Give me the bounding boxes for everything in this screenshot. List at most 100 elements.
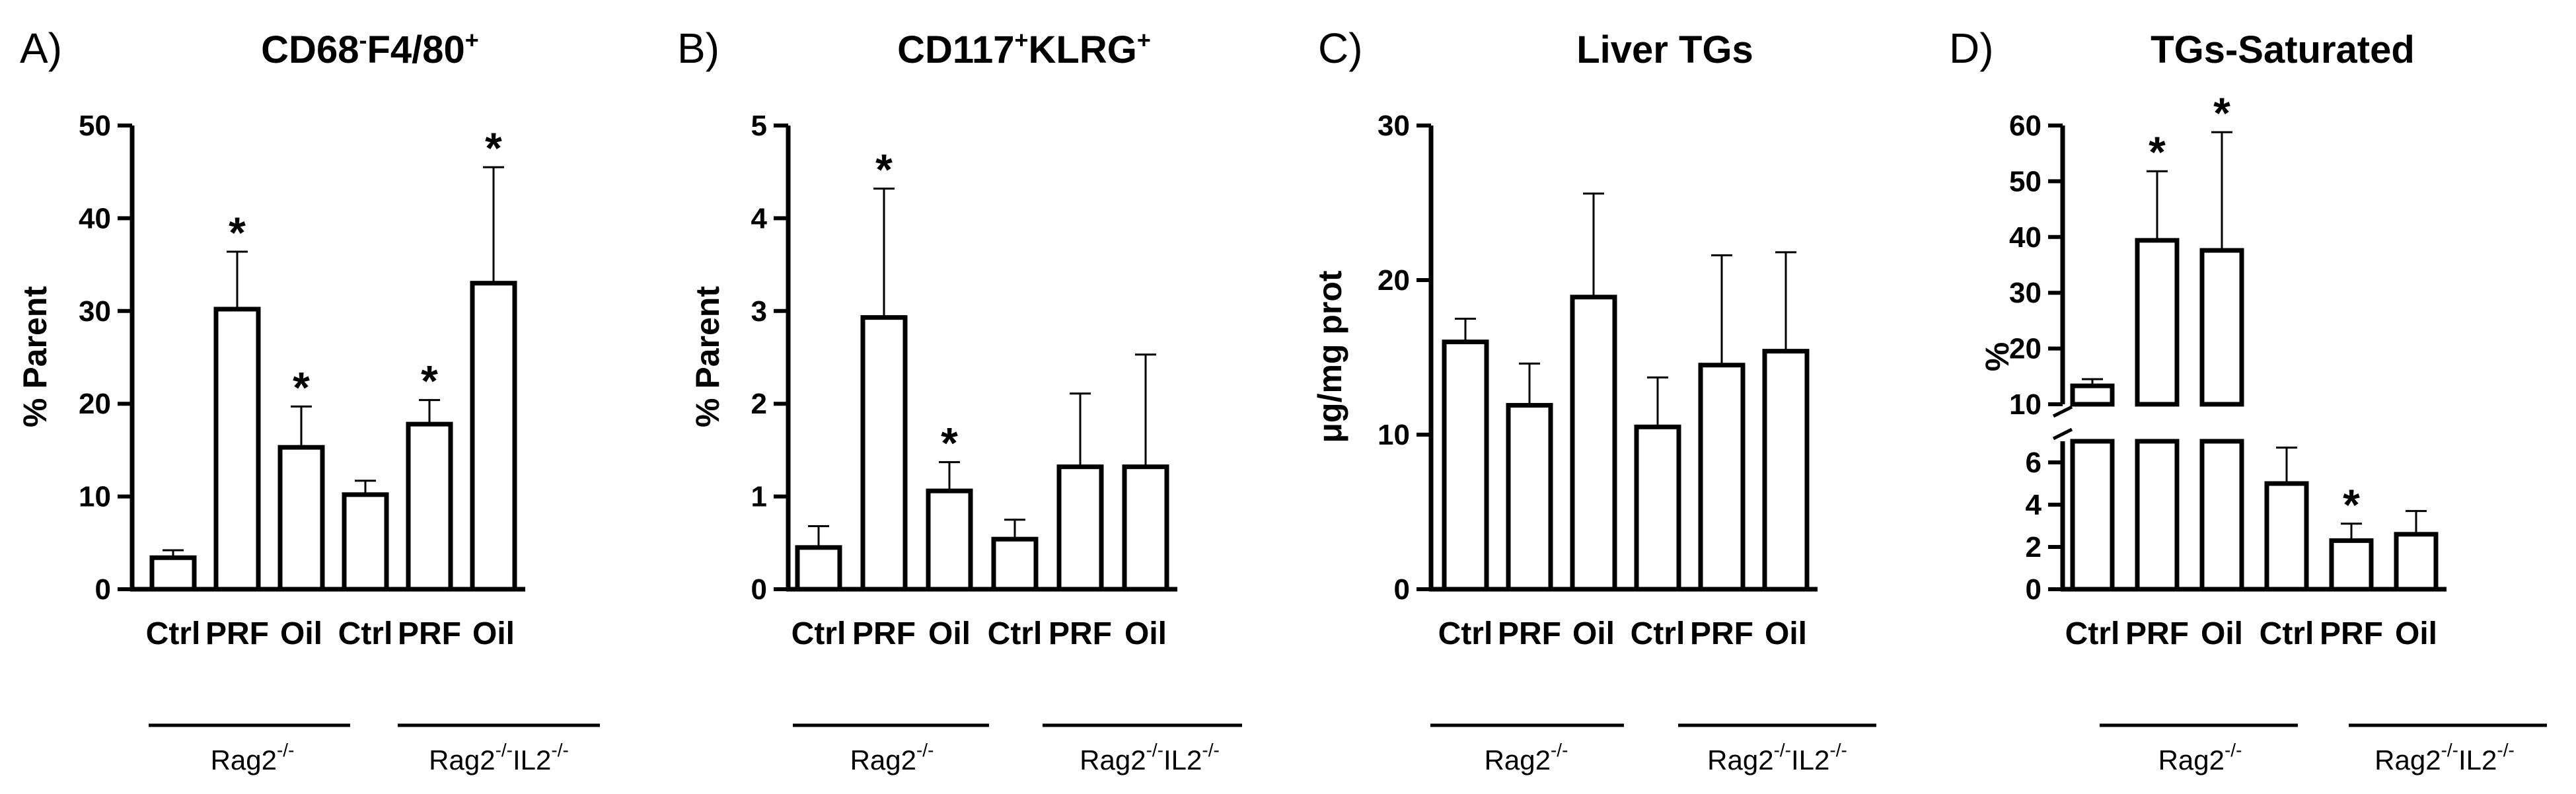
- bar: [1762, 349, 1810, 592]
- axis-break-gap: [2049, 408, 2453, 437]
- group-label: Rag2-/-IL2-/-: [2374, 740, 2515, 776]
- chart-title: CD68-F4/80+: [261, 26, 479, 71]
- chart-title-sup1: -: [359, 26, 367, 54]
- y-tick-label: 20: [79, 388, 111, 420]
- group-label-sup: -/-: [2225, 740, 2242, 760]
- y-tick-label: 4: [2026, 489, 2042, 521]
- chart-title: TGs-Saturated: [2151, 28, 2415, 71]
- category-label: PRF: [398, 616, 461, 651]
- chart-title-sup2: +: [1137, 26, 1151, 54]
- bar: [470, 281, 517, 592]
- y-tick-label: 3: [751, 295, 767, 328]
- chart-title-main: Liver TGs: [1576, 28, 1753, 71]
- y-tick-label: 4: [751, 202, 768, 235]
- category-label: Oil: [928, 616, 971, 651]
- y-tick-label: 2: [751, 388, 767, 420]
- y-tick-label: 10: [79, 481, 111, 513]
- significance-marker: *: [2149, 127, 2166, 176]
- group-label: Rag2-/-IL2-/-: [429, 740, 569, 776]
- group-label-base: Rag2: [1080, 744, 1146, 776]
- bar: [149, 555, 197, 592]
- y-tick-label: 0: [95, 573, 111, 606]
- significance-marker: *: [875, 145, 893, 194]
- y-tick-label: 50: [79, 110, 111, 142]
- category-label: Ctrl: [338, 616, 393, 651]
- bar: [2135, 238, 2180, 407]
- chart-title-mid: F4/80: [367, 28, 464, 71]
- category-label: Ctrl: [146, 616, 201, 651]
- y-tick-label: 60: [2009, 110, 2042, 142]
- group-label-sup: -/-: [2441, 740, 2458, 760]
- category-label: Oil: [1572, 616, 1615, 651]
- group-label-sup2: -/-: [2497, 740, 2514, 760]
- bar: [406, 421, 453, 592]
- panel-letter: A): [20, 24, 62, 72]
- category-label: PRF: [1049, 616, 1112, 651]
- axis-break-mark: [2052, 427, 2073, 441]
- category-label: Oil: [1765, 616, 1807, 651]
- group-label: Rag2-/-: [850, 740, 934, 776]
- significance-marker: *: [485, 124, 502, 172]
- category-label: PRF: [2320, 616, 2383, 651]
- bar: [2264, 481, 2309, 592]
- bar: [2394, 532, 2439, 592]
- bar: [213, 307, 261, 592]
- group-label-base: Rag2: [2374, 744, 2441, 776]
- y-tick-label: 10: [2009, 388, 2042, 421]
- bar: [991, 536, 1039, 592]
- bar: [342, 492, 389, 592]
- bar: [926, 488, 973, 592]
- group-label: Rag2-/-IL2-/-: [1707, 740, 1847, 776]
- group-label-sup: -/-: [277, 740, 294, 760]
- y-tick-label: 0: [751, 573, 767, 606]
- group-label-base: Rag2: [850, 744, 916, 776]
- chart-title: CD117+KLRG+: [897, 26, 1151, 71]
- bar: [1506, 403, 1553, 592]
- group-label-sup: -/-: [1551, 740, 1568, 760]
- bar: [1056, 464, 1104, 592]
- significance-marker: *: [229, 208, 246, 257]
- y-tick-label: 30: [79, 295, 111, 328]
- y-axis-label: μg/mg prot: [1311, 270, 1348, 443]
- bar: [1442, 340, 1489, 592]
- axis-break-mark: [2052, 405, 2073, 418]
- panel-3: D) TGs-Saturated 10 20 30 40 50 60 0 2 4 6% Ctrl * PRF…: [1949, 24, 2547, 776]
- bar-lower-part: [2070, 439, 2115, 592]
- category-label: Oil: [2201, 616, 2243, 651]
- group-label-base2: IL2: [513, 744, 551, 776]
- y-tick-label: 30: [2009, 277, 2042, 309]
- group-label: Rag2-/-: [2158, 740, 2242, 776]
- y-tick-label: 20: [2009, 333, 2042, 365]
- chart-title-main: TGs-Saturated: [2151, 28, 2415, 71]
- category-label: PRF: [1690, 616, 1753, 651]
- group-label-base: Rag2: [1707, 744, 1773, 776]
- group-label-base2: IL2: [2458, 744, 2497, 776]
- group-label-base: Rag2: [429, 744, 495, 776]
- category-label: Ctrl: [1438, 616, 1493, 651]
- bar: [2329, 538, 2374, 592]
- bar: [2199, 248, 2244, 407]
- bar-lower-part: [2135, 439, 2180, 592]
- group-label-base2: IL2: [1163, 744, 1202, 776]
- group-label-base2: IL2: [1791, 744, 1829, 776]
- chart-title-sup1: +: [1014, 26, 1028, 54]
- group-label: Rag2-/-: [211, 740, 295, 776]
- significance-marker: *: [2213, 89, 2230, 137]
- significance-marker: *: [941, 419, 958, 468]
- group-label-sup2: -/-: [1202, 740, 1219, 760]
- y-tick-label: 0: [2026, 573, 2042, 606]
- category-label: Oil: [1124, 616, 1167, 651]
- y-tick-label: 2: [2026, 531, 2042, 563]
- category-label: Oil: [2395, 616, 2437, 651]
- bar: [1634, 424, 1681, 592]
- group-label-base: Rag2: [211, 744, 277, 776]
- bar: [1122, 464, 1169, 592]
- significance-marker: *: [421, 357, 438, 406]
- bar: [2070, 383, 2115, 407]
- y-tick-label: 30: [1378, 110, 1410, 142]
- significance-marker: *: [293, 363, 310, 412]
- category-label: PRF: [2125, 616, 2189, 651]
